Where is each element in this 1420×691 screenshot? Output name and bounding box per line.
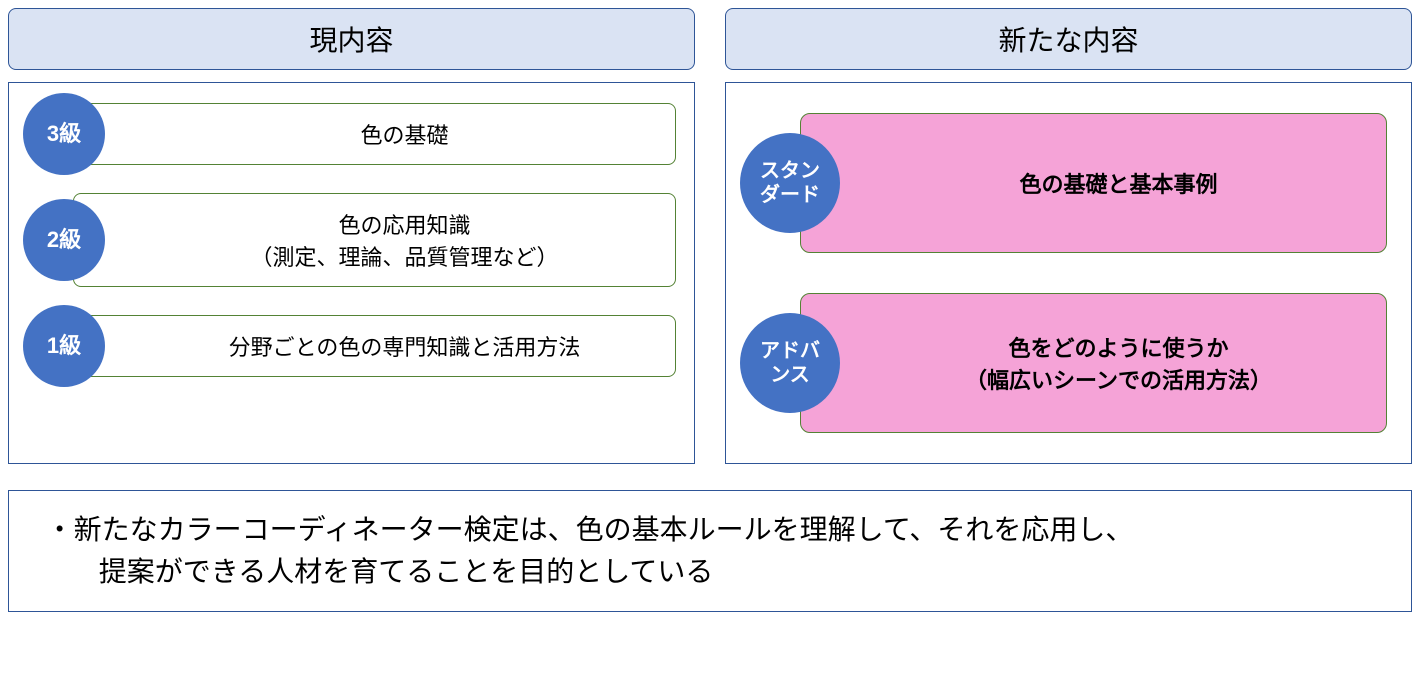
desc-line1: 色の応用知識 bbox=[338, 208, 470, 240]
desc-line1: 分野ごとの色の専門知識と活用方法 bbox=[229, 330, 581, 362]
badge-level3: 3級 bbox=[23, 93, 105, 175]
main-container: 現内容 3級 色の基礎 2級 色の応用知識 （測定、理論、品質管理など） 1級 bbox=[0, 0, 1420, 472]
desc-level2: 色の応用知識 （測定、理論、品質管理など） bbox=[73, 193, 676, 287]
left-row-2: 1級 分野ごとの色の専門知識と活用方法 bbox=[23, 315, 676, 377]
desc-line1: 色をどのように使うか bbox=[1008, 331, 1228, 363]
footer-box: ・新たなカラーコーディネーター検定は、色の基本ルールを理解して、それを応用し、 … bbox=[8, 490, 1412, 612]
left-row-0: 3級 色の基礎 bbox=[23, 103, 676, 165]
right-row-0: スタンダード 色の基礎と基本事例 bbox=[740, 113, 1387, 253]
desc-line2: （測定、理論、品質管理など） bbox=[250, 240, 558, 272]
desc-line2: （幅広いシーンでの活用方法） bbox=[965, 363, 1272, 395]
right-row-1: アドバンス 色をどのように使うか （幅広いシーンでの活用方法） bbox=[740, 293, 1387, 433]
footer-text: ・新たなカラーコーディネーター検定は、色の基本ルールを理解して、それを応用し、 … bbox=[33, 509, 1387, 593]
badge-level2: 2級 bbox=[23, 199, 105, 281]
right-content-box: スタンダード 色の基礎と基本事例 アドバンス 色をどのように使うか （幅広いシー… bbox=[725, 82, 1412, 464]
desc-advance: 色をどのように使うか （幅広いシーンでの活用方法） bbox=[800, 293, 1387, 433]
left-header: 現内容 bbox=[8, 8, 695, 70]
left-column: 現内容 3級 色の基礎 2級 色の応用知識 （測定、理論、品質管理など） 1級 bbox=[8, 8, 695, 464]
left-row-1: 2級 色の応用知識 （測定、理論、品質管理など） bbox=[23, 193, 676, 287]
desc-level3: 色の基礎 bbox=[73, 103, 676, 165]
badge-level1: 1級 bbox=[23, 305, 105, 387]
left-content-box: 3級 色の基礎 2級 色の応用知識 （測定、理論、品質管理など） 1級 分野ごと… bbox=[8, 82, 695, 464]
desc-standard: 色の基礎と基本事例 bbox=[800, 113, 1387, 253]
desc-level1: 分野ごとの色の専門知識と活用方法 bbox=[73, 315, 676, 377]
badge-advance: アドバンス bbox=[740, 313, 840, 413]
desc-line1: 色の基礎 bbox=[360, 118, 448, 150]
right-header: 新たな内容 bbox=[725, 8, 1412, 70]
right-column: 新たな内容 スタンダード 色の基礎と基本事例 アドバンス 色をどのように使うか … bbox=[725, 8, 1412, 464]
desc-line1: 色の基礎と基本事例 bbox=[1019, 167, 1217, 199]
badge-standard: スタンダード bbox=[740, 133, 840, 233]
